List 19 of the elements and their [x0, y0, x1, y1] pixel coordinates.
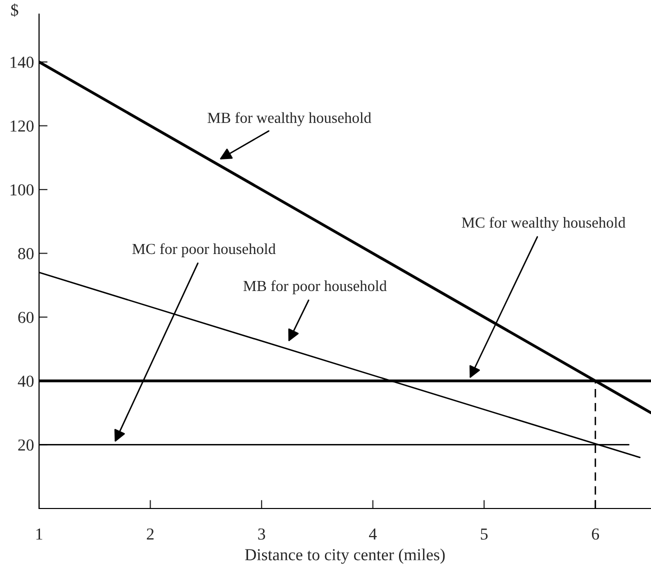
y-tick-label: 100 [10, 184, 34, 196]
y-tick-label: 40 [18, 376, 34, 387]
x-tick-label: 3 [258, 528, 266, 540]
x-axis-title: Distance to city center (miles) [245, 548, 445, 564]
annotation: MC for poor household [132, 243, 276, 258]
annotation: MB for poor household [243, 280, 387, 294]
x-tick-label: 2 [146, 528, 154, 540]
y-tick-label: 120 [10, 120, 34, 132]
y-tick-label: 60 [18, 312, 34, 324]
annotation: MC for wealthy household [462, 216, 626, 231]
x-tick-label: 5 [480, 528, 488, 540]
x-tick-label: 6 [592, 528, 600, 540]
x-tick-label: 4 [369, 528, 377, 540]
annotation: MB for wealthy household [208, 112, 372, 126]
y-tick-label: 80 [18, 248, 34, 260]
y-tick-label: 20 [18, 439, 34, 451]
y-axis-title: $ [11, 3, 18, 17]
x-tick-label: 1 [36, 528, 42, 540]
y-tick-label: 140 [10, 56, 34, 68]
